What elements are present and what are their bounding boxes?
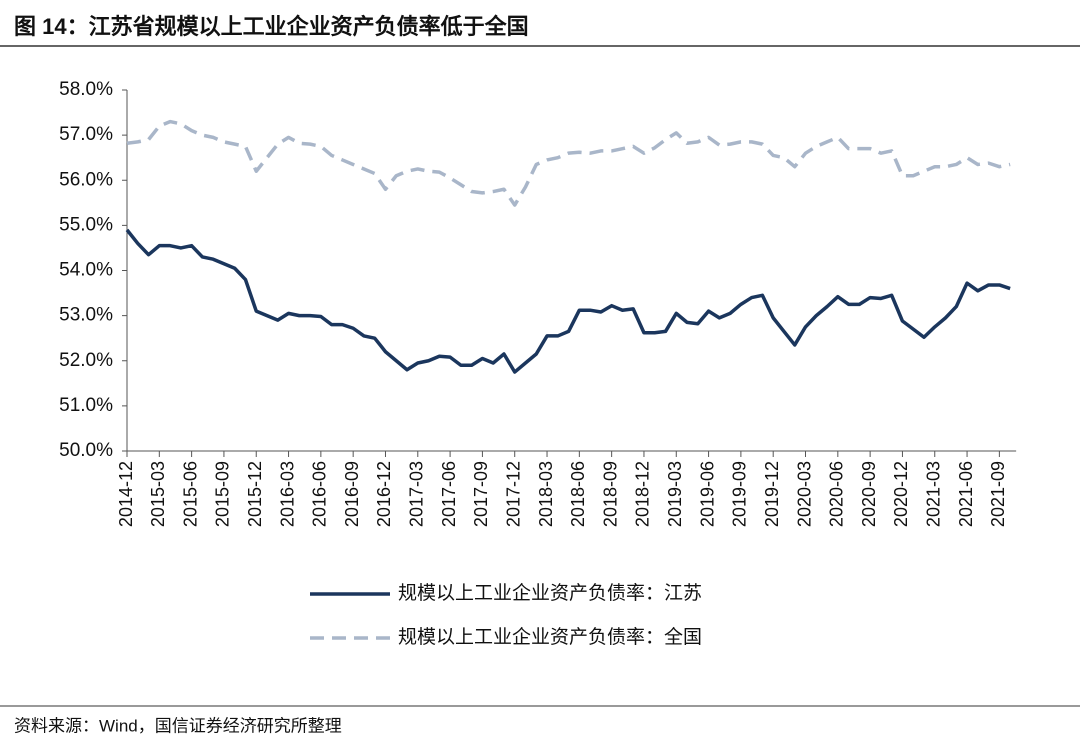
- x-tick-label: 2016-03: [277, 461, 297, 527]
- x-tick-label: 2015-03: [148, 461, 168, 527]
- x-tick-label: 2016-09: [342, 461, 362, 527]
- x-tick-label: 2016-06: [310, 461, 330, 527]
- x-tick-label: 2018-09: [600, 461, 620, 527]
- chart-title: 图 14：江苏省规模以上工业企业资产负债率低于全国: [14, 14, 529, 39]
- y-tick-label: 58.0%: [59, 79, 113, 100]
- x-tick-label: 2014-12: [116, 461, 136, 527]
- x-tick-label: 2018-06: [568, 461, 588, 527]
- x-tick-label: 2019-06: [697, 461, 717, 527]
- series-line: [125, 228, 1011, 374]
- x-tick-label: 2020-03: [794, 461, 814, 527]
- x-tick-label: 2017-03: [407, 461, 427, 527]
- legend-label: 规模以上工业企业资产负债率：全国: [398, 626, 702, 648]
- x-tick-label: 2018-12: [633, 461, 653, 527]
- x-tick-label: 2020-12: [891, 461, 911, 527]
- x-tick-label: 2020-09: [859, 461, 879, 527]
- x-tick-label: 2019-09: [730, 461, 750, 527]
- y-tick-label: 57.0%: [59, 124, 113, 145]
- series-line: [126, 119, 1011, 207]
- x-tick-label: 2015-12: [245, 461, 265, 527]
- x-tick-label: 2019-12: [762, 461, 782, 527]
- y-tick-label: 56.0%: [59, 169, 113, 190]
- x-tick-label: 2018-03: [536, 461, 556, 527]
- y-tick-label: 52.0%: [59, 350, 113, 371]
- x-tick-label: 2019-03: [665, 461, 685, 527]
- x-tick-label: 2021-06: [956, 461, 976, 527]
- x-tick-label: 2021-03: [924, 461, 944, 527]
- x-tick-label: 2016-12: [374, 461, 394, 527]
- x-tick-label: 2020-06: [827, 461, 847, 527]
- x-tick-label: 2021-09: [988, 461, 1008, 527]
- x-tick-label: 2017-09: [471, 461, 491, 527]
- y-tick-label: 50.0%: [59, 440, 113, 461]
- x-tick-label: 2015-06: [180, 461, 200, 527]
- x-tick-label: 2017-12: [503, 461, 523, 527]
- x-tick-label: 2017-06: [439, 461, 459, 527]
- legend-label: 规模以上工业企业资产负债率：江苏: [398, 582, 702, 604]
- x-tick-label: 2015-09: [213, 461, 233, 527]
- y-tick-label: 55.0%: [59, 214, 113, 235]
- y-tick-label: 51.0%: [59, 395, 113, 416]
- source: 资料来源：Wind，国信证券经济研究所整理: [14, 716, 342, 735]
- y-tick-label: 53.0%: [59, 305, 113, 326]
- y-tick-label: 54.0%: [59, 260, 113, 281]
